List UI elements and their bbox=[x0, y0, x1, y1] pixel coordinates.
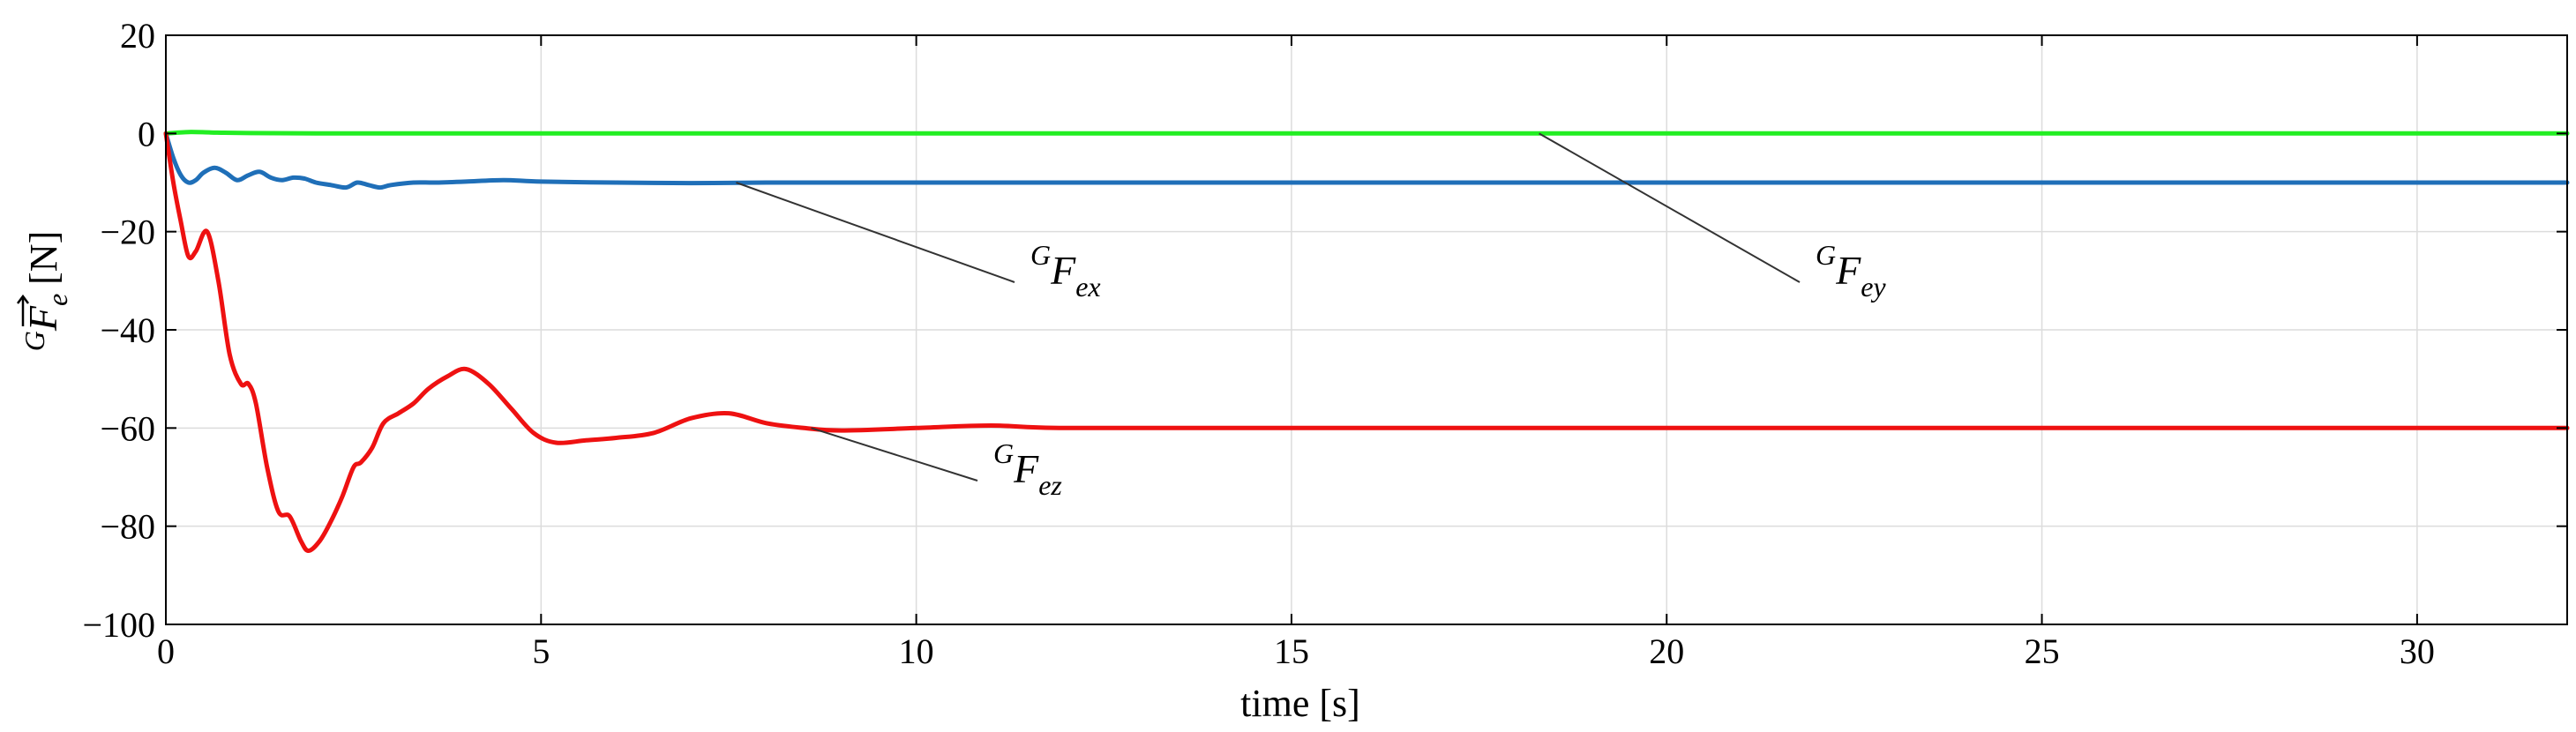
y-tick-label: 0 bbox=[138, 114, 155, 153]
x-tick-label: 25 bbox=[2025, 631, 2060, 671]
series-line-ey bbox=[163, 130, 2570, 136]
x-tick-label: 0 bbox=[157, 631, 175, 671]
vector-arrow-icon bbox=[17, 294, 29, 326]
x-axis-title: time [s] bbox=[1240, 682, 1360, 725]
annotation-fey-sup: G bbox=[1816, 239, 1836, 271]
y-axis-title-unit: [N] bbox=[22, 231, 65, 285]
x-tick-label: 30 bbox=[2400, 631, 2435, 671]
annotation-fez-sup: G bbox=[993, 437, 1014, 469]
x-tick-label: 15 bbox=[1274, 631, 1309, 671]
y-tick-label: −40 bbox=[100, 310, 155, 350]
series-line-ez bbox=[163, 131, 2570, 553]
annotation-label-fey: GFey bbox=[1816, 239, 1886, 303]
x-tick-label: 5 bbox=[532, 631, 550, 671]
annotation-label-fez: GFez bbox=[993, 437, 1062, 501]
y-tick-label: −20 bbox=[100, 213, 155, 252]
annotation-fex-sup: G bbox=[1030, 239, 1051, 271]
annotation-fey-sub: ey bbox=[1861, 271, 1886, 303]
series-line-ex bbox=[163, 131, 2570, 190]
x-tick-label: 10 bbox=[899, 631, 934, 671]
y-tick-label: −80 bbox=[100, 507, 155, 547]
annotation-leader-line bbox=[811, 427, 978, 482]
y-axis-title-sup: G bbox=[19, 331, 50, 351]
y-axis-title-main: F bbox=[20, 305, 65, 332]
series-lines bbox=[163, 130, 2570, 553]
y-axis-title-sub: e bbox=[41, 294, 73, 306]
annotation-fey-main: F bbox=[1835, 248, 1861, 293]
annotation-leader-line bbox=[736, 182, 1015, 283]
y-tick-label: −60 bbox=[100, 408, 155, 448]
y-tick-label: −100 bbox=[82, 605, 155, 645]
grid-lines bbox=[165, 34, 2567, 625]
annotation-leaders bbox=[736, 132, 1801, 482]
y-tick-label: 20 bbox=[120, 16, 155, 56]
axis-ticks: 0 5 10 15 20 25 30 20 0 −20 −40 −60 −80 −100 bbox=[82, 16, 2567, 671]
annotation-fez-sub: ez bbox=[1038, 469, 1062, 501]
annotation-fez-main: F bbox=[1013, 446, 1039, 491]
y-axis-title: GFe [N] bbox=[17, 231, 73, 352]
annotation-label-fex: GFex bbox=[1030, 239, 1101, 303]
annotation-leader-line bbox=[1539, 132, 1801, 283]
x-tick-label: 20 bbox=[1649, 631, 1684, 671]
y-axis-title-text: GFe [N] bbox=[19, 231, 73, 352]
annotation-fex-sub: ex bbox=[1075, 271, 1100, 303]
annotation-fex-main: F bbox=[1050, 248, 1076, 293]
